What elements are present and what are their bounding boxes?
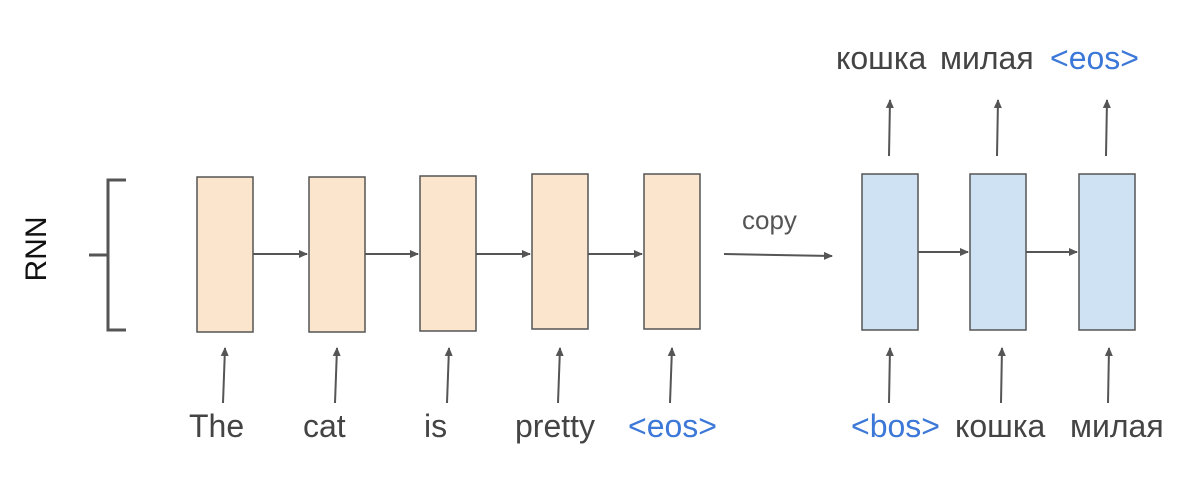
rnn-label: RNN: [20, 216, 53, 282]
encoder-input-token: pretty: [515, 408, 596, 444]
input-arrow: [555, 347, 564, 404]
rnn-bracket: [89, 178, 126, 332]
output-arrow: [885, 99, 894, 157]
input-arrow: [997, 347, 1006, 404]
encoder-cell: [531, 173, 589, 330]
decoder-input-arrows: [885, 347, 1113, 404]
encoder-cell: [643, 173, 701, 330]
decoder-input-token: кошка: [955, 408, 1046, 444]
output-arrow: [993, 99, 1002, 157]
encoder-cell: [196, 176, 254, 333]
decoder-output-arrows: [885, 99, 1111, 157]
encoder-input-token: cat: [303, 408, 346, 444]
decoder-cell: [861, 173, 919, 331]
input-arrow: [444, 347, 453, 404]
encoder: [196, 173, 701, 333]
encoder-input-token: The: [189, 408, 245, 444]
copy-label: copy: [742, 205, 797, 235]
input-arrow: [885, 347, 894, 404]
encoder-cell: [419, 175, 477, 332]
copy-arrow: [723, 251, 833, 260]
encoder-cell: [308, 176, 366, 333]
decoder-output-token: кошка: [836, 40, 927, 76]
decoder-cell: [1078, 173, 1136, 331]
encoder-input-token: is: [424, 408, 448, 444]
input-arrow: [220, 347, 229, 404]
decoder-input-token-bos: <bos>: [851, 408, 940, 444]
input-arrow: [332, 347, 341, 404]
decoder: [861, 173, 1136, 331]
input-arrow: [1104, 347, 1113, 404]
decoder-input-token: милая: [1070, 408, 1164, 444]
encoder-input-arrows: [220, 347, 676, 404]
input-arrow: [667, 347, 676, 404]
encoder-input-token-eos: <eos>: [628, 408, 717, 444]
decoder-output-token: милая: [940, 40, 1034, 76]
decoder-cell: [969, 173, 1027, 331]
output-arrow: [1102, 99, 1111, 157]
decoder-output-token-eos: <eos>: [1050, 40, 1139, 76]
